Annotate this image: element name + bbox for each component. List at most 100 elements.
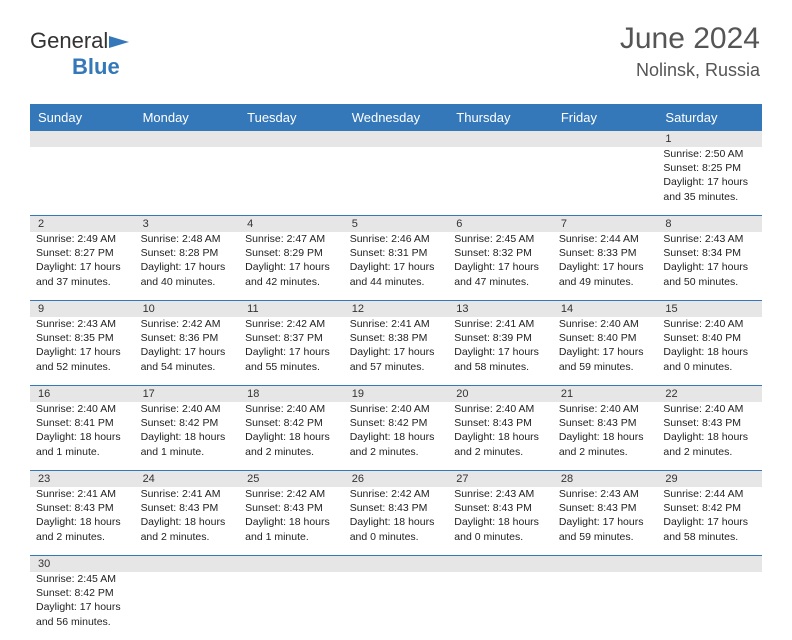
calendar-cell: Sunrise: 2:43 AMSunset: 8:35 PMDaylight:…: [30, 317, 135, 385]
date-number: 12: [344, 301, 449, 317]
date-number: 15: [657, 301, 762, 317]
calendar-cell: Sunrise: 2:43 AMSunset: 8:43 PMDaylight:…: [553, 487, 658, 555]
daylight-text: and 37 minutes.: [36, 275, 131, 289]
daylight-text: Daylight: 17 hours: [350, 260, 445, 274]
date-number: 14: [553, 301, 658, 317]
calendar-cell: Sunrise: 2:41 AMSunset: 8:38 PMDaylight:…: [344, 317, 449, 385]
date-number-row: 2345678: [30, 216, 762, 232]
sunrise-text: Sunrise: 2:42 AM: [141, 317, 236, 331]
sunrise-text: Sunrise: 2:43 AM: [559, 487, 654, 501]
sunrise-text: Sunrise: 2:47 AM: [245, 232, 340, 246]
date-number: 30: [30, 556, 135, 572]
daylight-text: and 56 minutes.: [36, 615, 131, 629]
logo-general: General: [30, 28, 108, 53]
sunrise-text: Sunrise: 2:48 AM: [141, 232, 236, 246]
calendar-cell: [448, 572, 553, 640]
date-number: [657, 556, 762, 572]
sunset-text: Sunset: 8:25 PM: [663, 161, 758, 175]
sunset-text: Sunset: 8:39 PM: [454, 331, 549, 345]
calendar-cell: [30, 147, 135, 215]
sunrise-text: Sunrise: 2:43 AM: [454, 487, 549, 501]
calendar-cell: Sunrise: 2:43 AMSunset: 8:34 PMDaylight:…: [657, 232, 762, 300]
logo-blue: Blue: [72, 54, 120, 79]
sunrise-text: Sunrise: 2:40 AM: [559, 317, 654, 331]
daylight-text: Daylight: 18 hours: [663, 430, 758, 444]
date-number: 25: [239, 471, 344, 487]
calendar-cell: [135, 147, 240, 215]
calendar-cell: Sunrise: 2:46 AMSunset: 8:31 PMDaylight:…: [344, 232, 449, 300]
sunrise-text: Sunrise: 2:40 AM: [36, 402, 131, 416]
daylight-text: and 1 minute.: [141, 445, 236, 459]
sunset-text: Sunset: 8:41 PM: [36, 416, 131, 430]
calendar-cell: Sunrise: 2:48 AMSunset: 8:28 PMDaylight:…: [135, 232, 240, 300]
calendar-cell: Sunrise: 2:42 AMSunset: 8:43 PMDaylight:…: [239, 487, 344, 555]
sunset-text: Sunset: 8:35 PM: [36, 331, 131, 345]
calendar-cell: Sunrise: 2:47 AMSunset: 8:29 PMDaylight:…: [239, 232, 344, 300]
sunrise-text: Sunrise: 2:40 AM: [350, 402, 445, 416]
date-number: 2: [30, 216, 135, 232]
calendar-cell: Sunrise: 2:40 AMSunset: 8:42 PMDaylight:…: [135, 402, 240, 470]
daylight-text: and 0 minutes.: [663, 360, 758, 374]
date-number: 13: [448, 301, 553, 317]
sunset-text: Sunset: 8:43 PM: [454, 501, 549, 515]
daylight-text: Daylight: 18 hours: [454, 430, 549, 444]
daylight-text: Daylight: 18 hours: [350, 430, 445, 444]
sunset-text: Sunset: 8:38 PM: [350, 331, 445, 345]
daylight-text: and 0 minutes.: [350, 530, 445, 544]
week-row: Sunrise: 2:50 AMSunset: 8:25 PMDaylight:…: [30, 147, 762, 216]
date-number-row: 9101112131415: [30, 301, 762, 317]
date-number: [239, 556, 344, 572]
calendar-cell: Sunrise: 2:40 AMSunset: 8:41 PMDaylight:…: [30, 402, 135, 470]
sunrise-text: Sunrise: 2:41 AM: [141, 487, 236, 501]
date-number: [448, 131, 553, 147]
sunset-text: Sunset: 8:42 PM: [141, 416, 236, 430]
date-number: [135, 131, 240, 147]
sunrise-text: Sunrise: 2:44 AM: [663, 487, 758, 501]
week-row: Sunrise: 2:43 AMSunset: 8:35 PMDaylight:…: [30, 317, 762, 386]
daylight-text: Daylight: 17 hours: [141, 260, 236, 274]
daylight-text: and 2 minutes.: [559, 445, 654, 459]
date-number: [553, 556, 658, 572]
title-block: June 2024 Nolinsk, Russia: [620, 22, 760, 81]
daylight-text: and 58 minutes.: [454, 360, 549, 374]
calendar-cell: Sunrise: 2:42 AMSunset: 8:37 PMDaylight:…: [239, 317, 344, 385]
calendar-cell: [135, 572, 240, 640]
sunrise-text: Sunrise: 2:46 AM: [350, 232, 445, 246]
daylight-text: Daylight: 18 hours: [559, 430, 654, 444]
calendar-cell: [553, 147, 658, 215]
sunrise-text: Sunrise: 2:42 AM: [245, 317, 340, 331]
daylight-text: and 35 minutes.: [663, 190, 758, 204]
daylight-text: and 0 minutes.: [454, 530, 549, 544]
date-number: 1: [657, 131, 762, 147]
date-number: 29: [657, 471, 762, 487]
calendar-cell: Sunrise: 2:40 AMSunset: 8:43 PMDaylight:…: [657, 402, 762, 470]
sunset-text: Sunset: 8:43 PM: [36, 501, 131, 515]
calendar-cell: Sunrise: 2:49 AMSunset: 8:27 PMDaylight:…: [30, 232, 135, 300]
sunrise-text: Sunrise: 2:42 AM: [245, 487, 340, 501]
week-row: Sunrise: 2:49 AMSunset: 8:27 PMDaylight:…: [30, 232, 762, 301]
day-header: Friday: [553, 104, 658, 131]
day-header: Thursday: [448, 104, 553, 131]
daylight-text: Daylight: 17 hours: [454, 345, 549, 359]
daylight-text: Daylight: 18 hours: [141, 430, 236, 444]
date-number: [30, 131, 135, 147]
sunrise-text: Sunrise: 2:45 AM: [36, 572, 131, 586]
sunset-text: Sunset: 8:43 PM: [559, 501, 654, 515]
calendar-cell: [657, 572, 762, 640]
calendar-cell: Sunrise: 2:42 AMSunset: 8:43 PMDaylight:…: [344, 487, 449, 555]
daylight-text: Daylight: 17 hours: [559, 515, 654, 529]
daylight-text: Daylight: 17 hours: [663, 175, 758, 189]
daylight-text: and 1 minute.: [245, 530, 340, 544]
daylight-text: and 42 minutes.: [245, 275, 340, 289]
calendar-cell: Sunrise: 2:44 AMSunset: 8:42 PMDaylight:…: [657, 487, 762, 555]
date-number: 21: [553, 386, 658, 402]
sunset-text: Sunset: 8:43 PM: [559, 416, 654, 430]
day-header: Monday: [135, 104, 240, 131]
sunset-text: Sunset: 8:28 PM: [141, 246, 236, 260]
sunset-text: Sunset: 8:27 PM: [36, 246, 131, 260]
date-number: [239, 131, 344, 147]
sunset-text: Sunset: 8:43 PM: [454, 416, 549, 430]
date-number: 17: [135, 386, 240, 402]
daylight-text: Daylight: 18 hours: [36, 515, 131, 529]
calendar-cell: Sunrise: 2:41 AMSunset: 8:43 PMDaylight:…: [135, 487, 240, 555]
